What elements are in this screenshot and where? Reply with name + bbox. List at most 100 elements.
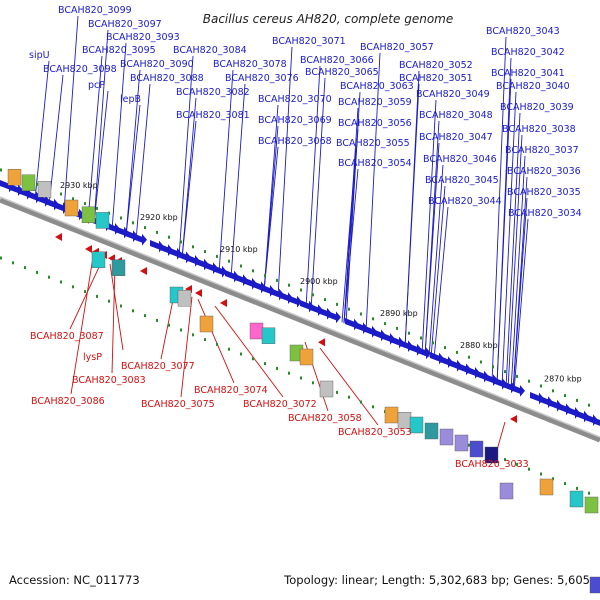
forward-gene-leader [135, 83, 151, 241]
forward-gene-label[interactable]: BCAH820_3043 [486, 26, 560, 37]
reverse-gene-label[interactable]: BCAH820_3033 [455, 459, 529, 470]
reverse-gene-label[interactable]: BCAH820_3058 [288, 413, 362, 424]
reverse-gene-label[interactable]: BCAH820_3053 [338, 427, 412, 438]
reverse-gene-arrow [195, 289, 202, 297]
tick-dot [24, 266, 26, 270]
gene-feature-block [95, 212, 110, 229]
forward-gene-label[interactable]: BCAH820_3093 [106, 32, 180, 43]
forward-gene-label[interactable]: BCAH820_3042 [491, 47, 565, 58]
forward-gene-leader [433, 206, 449, 360]
forward-gene-leader [343, 128, 359, 324]
reverse-gene-label[interactable]: lysP [83, 352, 102, 363]
forward-gene-label[interactable]: lepB [120, 94, 141, 105]
forward-gene-label[interactable]: BCAH820_3069 [258, 115, 332, 126]
tick-dot [60, 280, 62, 284]
forward-gene-label[interactable]: BCAH820_3095 [82, 45, 156, 56]
forward-gene-label[interactable]: BCAH820_3084 [173, 45, 247, 56]
tick-dot [96, 294, 98, 298]
forward-gene-label[interactable]: BCAH820_3041 [491, 68, 565, 79]
tick-dot [36, 182, 38, 186]
gene-feature-block [199, 315, 214, 333]
gene-feature-block [484, 446, 499, 464]
forward-gene-leader [63, 15, 79, 212]
forward-gene-label[interactable]: BCAH820_3036 [507, 166, 581, 177]
reverse-gene-label[interactable]: BCAH820_3072 [243, 399, 317, 410]
reverse-gene-label[interactable]: BCAH820_3075 [141, 399, 215, 410]
forward-gene-label[interactable]: BCAH820_3054 [338, 158, 412, 169]
tick-dot [504, 458, 506, 462]
tick-dot [540, 384, 542, 388]
forward-gene-arrow [213, 265, 227, 278]
reverse-gene-arrow [55, 233, 62, 241]
forward-gene-label[interactable]: BCAH820_3088 [130, 73, 204, 84]
forward-gene-label[interactable]: BCAH820_3066 [300, 55, 374, 66]
forward-gene-label[interactable]: BCAH820_3051 [399, 73, 473, 84]
forward-gene-arrow [54, 201, 68, 214]
tick-dot [36, 270, 38, 274]
tick-dot [216, 342, 218, 346]
forward-gene-label[interactable]: BCAH820_3082 [176, 87, 250, 98]
forward-gene-label[interactable]: BCAH820_3046 [423, 154, 497, 165]
forward-gene-label[interactable]: BCAH820_3049 [416, 89, 490, 100]
forward-gene-label[interactable]: BCAH820_3097 [88, 19, 162, 30]
forward-gene-label[interactable]: BCAH820_3034 [508, 208, 582, 219]
forward-gene-label[interactable]: BCAH820_3055 [336, 138, 410, 149]
forward-gene-label[interactable]: BCAH820_3048 [419, 110, 493, 121]
forward-gene-label[interactable]: BCAH820_3044 [428, 196, 502, 207]
forward-gene-label[interactable]: BCAH820_3076 [225, 73, 299, 84]
forward-gene-label[interactable]: BCAH820_3059 [338, 97, 412, 108]
reverse-gene-label[interactable]: BCAH820_3077 [121, 361, 195, 372]
forward-gene-label[interactable]: BCAH820_3090 [120, 59, 194, 70]
forward-gene-label[interactable]: BCAH820_3056 [338, 118, 412, 129]
tick-dot [192, 333, 194, 337]
forward-gene-arrow [288, 295, 302, 308]
forward-gene-label[interactable]: BCAH820_3057 [360, 42, 434, 53]
tick-dot [312, 381, 314, 385]
forward-gene-label[interactable]: BCAH820_3045 [425, 175, 499, 186]
forward-gene-label[interactable]: BCAH820_3063 [340, 81, 414, 92]
tick-dot [564, 482, 566, 486]
tick-dot [492, 365, 494, 369]
gene-feature-block [177, 290, 192, 307]
forward-gene-label[interactable]: BCAH820_3098 [43, 64, 117, 75]
forward-gene-label[interactable]: BCAH820_3038 [502, 124, 576, 135]
forward-gene-label[interactable]: BCAH820_3070 [258, 94, 332, 105]
tick-dot [300, 288, 302, 292]
kbp-tick-label: 2880 kbp [460, 341, 498, 350]
forward-gene-leader [93, 90, 109, 224]
reverse-gene-label[interactable]: BCAH820_3087 [30, 331, 104, 342]
gene-feature-block [299, 348, 314, 366]
tick-dot [240, 352, 242, 356]
forward-gene-label[interactable]: BCAH820_3065 [305, 67, 379, 78]
tick-dot [408, 331, 410, 335]
forward-gene-leader [501, 91, 517, 387]
forward-gene-leader [48, 74, 64, 206]
forward-gene-label[interactable]: BCAH820_3068 [258, 136, 332, 147]
tick-dot [468, 443, 470, 447]
gene-feature-block [81, 206, 96, 224]
reverse-gene-label[interactable]: BCAH820_3074 [194, 385, 268, 396]
reverse-gene-label[interactable]: BCAH820_3083 [72, 375, 146, 386]
forward-gene-label[interactable]: BCAH820_3081 [176, 110, 250, 121]
forward-gene-label[interactable]: BCAH820_3052 [399, 60, 473, 71]
forward-gene-label[interactable]: BCAH820_3078 [213, 59, 287, 70]
gene-feature-block [569, 490, 584, 508]
forward-gene-label[interactable]: BCAH820_3037 [505, 145, 579, 156]
tick-dot [120, 304, 122, 308]
forward-gene-leader [430, 185, 446, 359]
reverse-gene-label[interactable]: BCAH820_3086 [31, 396, 105, 407]
forward-gene-label[interactable]: BCAH820_3035 [507, 187, 581, 198]
forward-gene-leader [181, 120, 197, 259]
forward-gene-label[interactable]: BCAH820_3040 [496, 81, 570, 92]
forward-gene-label[interactable]: pcP [88, 80, 105, 91]
forward-gene-label[interactable]: BCAH820_3099 [58, 5, 132, 16]
tick-dot [72, 285, 74, 289]
tick-dot [132, 221, 134, 225]
forward-gene-label[interactable]: BCAH820_3047 [419, 132, 493, 143]
forward-gene-leader [111, 42, 127, 231]
forward-gene-label[interactable]: BCAH820_3039 [500, 102, 574, 113]
forward-gene-label[interactable]: BCAH820_3071 [272, 36, 346, 47]
gene-feature-block [319, 380, 334, 398]
tick-dot [300, 376, 302, 380]
forward-gene-label[interactable]: sipU [29, 50, 50, 61]
